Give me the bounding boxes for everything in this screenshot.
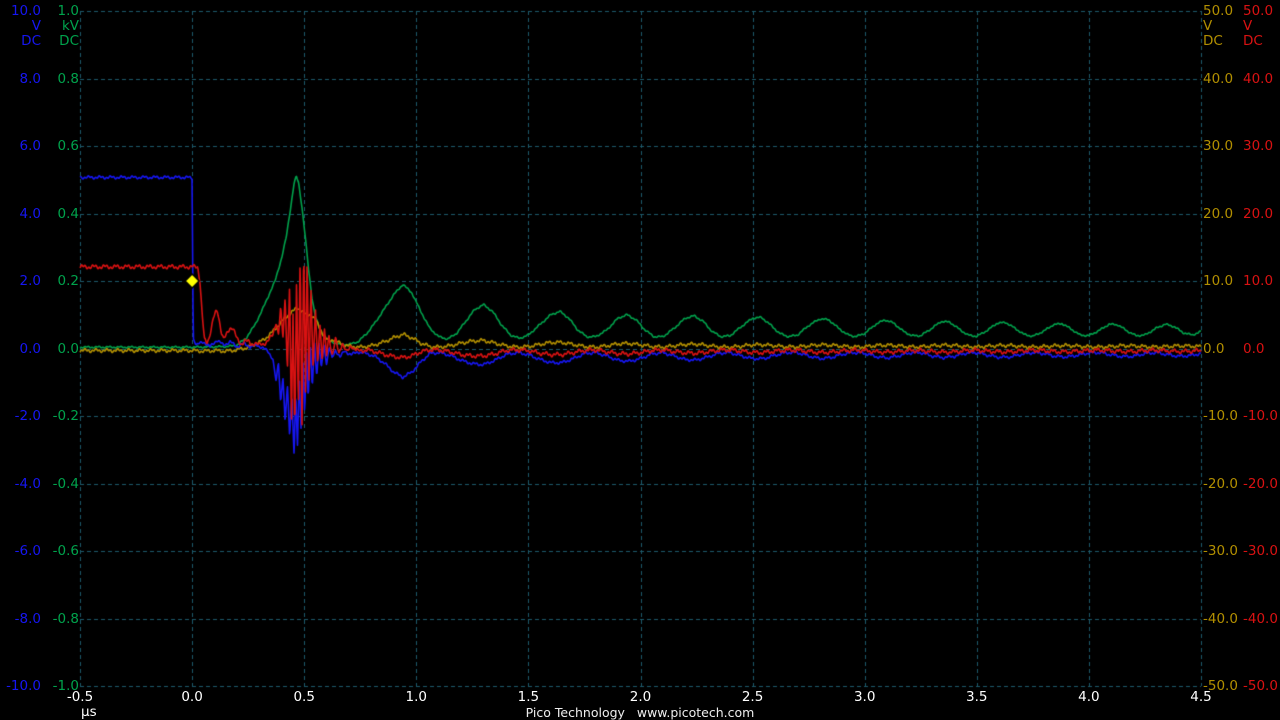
green-channel-axis-tick-label: 1.0 bbox=[57, 3, 79, 19]
green-channel-axis-coupling-label: DC bbox=[59, 33, 79, 49]
green-channel-axis-tick-label: -0.8 bbox=[52, 610, 79, 627]
red-channel-axis-coupling-label: DC bbox=[1243, 33, 1263, 49]
green-channel-axis-tick-label: 0.0 bbox=[57, 340, 79, 357]
x-axis-unit-label: µs bbox=[81, 704, 97, 720]
x-axis-tick-label: -0.5 bbox=[66, 689, 94, 705]
blue-channel-axis-tick-label: 6.0 bbox=[19, 138, 41, 154]
x-axis-tick-label: 2.5 bbox=[741, 689, 764, 705]
blue-channel-axis-unit-label: V bbox=[31, 18, 41, 34]
green-channel-axis-tick-label: -0.4 bbox=[52, 475, 79, 492]
x-axis-tick-label: 2.0 bbox=[629, 689, 652, 705]
blue-channel-axis-tick-label: 8.0 bbox=[19, 70, 41, 87]
yellow-channel-axis-tick-label: 20.0 bbox=[1203, 205, 1234, 222]
blue-channel-axis-tick-label: 2.0 bbox=[19, 273, 41, 289]
x-axis-tick-label: 1.0 bbox=[405, 689, 428, 705]
blue-channel-axis-coupling-label: DC bbox=[21, 33, 41, 49]
blue-channel-axis-tick-label: 4.0 bbox=[19, 205, 41, 222]
blue-channel-axis-tick-label: -2.0 bbox=[14, 408, 41, 424]
green-channel-axis-tick-label: 0.2 bbox=[57, 273, 79, 289]
yellow-channel-axis-tick-label: -40.0 bbox=[1203, 610, 1238, 627]
yellow-channel-axis-tick-label: 0.0 bbox=[1203, 340, 1225, 357]
blue-channel-axis-tick-label: -6.0 bbox=[14, 543, 41, 559]
yellow-channel-axis-tick-label: 40.0 bbox=[1203, 70, 1234, 87]
green-channel-axis-tick-label: 0.8 bbox=[57, 70, 79, 87]
red-channel-axis-tick-label: 20.0 bbox=[1243, 205, 1274, 222]
yellow-channel-axis-tick-label: -50.0 bbox=[1203, 678, 1238, 694]
yellow-channel-axis-unit-label: V bbox=[1203, 18, 1213, 34]
red-channel-axis-tick-label: 40.0 bbox=[1243, 70, 1274, 87]
red-channel-axis-tick-label: -20.0 bbox=[1243, 475, 1278, 492]
footer-branding: Pico Technology www.picotech.com bbox=[0, 706, 1280, 720]
red-channel-axis-tick-label: -50.0 bbox=[1243, 678, 1278, 694]
red-channel-axis-tick-label: -40.0 bbox=[1243, 610, 1278, 627]
x-axis-tick-label: 4.5 bbox=[1190, 689, 1212, 705]
yellow-channel-axis-tick-label: 30.0 bbox=[1203, 138, 1234, 154]
red-channel-axis-tick-label: -30.0 bbox=[1243, 543, 1278, 559]
x-axis-tick-label: 1.5 bbox=[517, 689, 540, 705]
x-axis-tick-label: 3.0 bbox=[853, 689, 876, 705]
blue-channel-axis-tick-label: 0.0 bbox=[19, 340, 41, 357]
green-channel-axis-tick-label: -0.2 bbox=[52, 408, 79, 424]
footer-text: Pico Technology www.picotech.com bbox=[525, 705, 755, 720]
x-axis-tick-label: 4.0 bbox=[1078, 689, 1100, 705]
blue-channel-axis-tick-label: 10.0 bbox=[10, 3, 41, 19]
red-channel-axis-tick-label: 10.0 bbox=[1243, 273, 1274, 289]
yellow-channel-axis-tick-label: 10.0 bbox=[1203, 273, 1234, 289]
yellow-channel-axis-coupling-label: DC bbox=[1203, 33, 1223, 49]
yellow-channel-axis-tick-label: -20.0 bbox=[1203, 475, 1238, 492]
red-channel-axis-tick-label: 30.0 bbox=[1243, 138, 1274, 154]
blue-channel-axis-tick-label: -4.0 bbox=[14, 475, 41, 492]
green-channel-axis-tick-label: 0.6 bbox=[57, 138, 79, 154]
red-channel-axis-tick-label: 50.0 bbox=[1243, 3, 1274, 19]
x-axis-tick-label: 0.5 bbox=[293, 689, 315, 705]
blue-channel-axis-tick-label: -8.0 bbox=[14, 610, 41, 627]
yellow-channel-axis-tick-label: -10.0 bbox=[1203, 408, 1238, 424]
green-channel-axis-tick-label: -1.0 bbox=[52, 678, 79, 694]
green-channel-axis-unit-label: kV bbox=[61, 18, 79, 34]
blue-channel-axis-tick-label: -10.0 bbox=[6, 678, 41, 694]
x-axis-tick-label: 3.5 bbox=[966, 689, 988, 705]
green-channel-axis-tick-label: 0.4 bbox=[57, 205, 79, 222]
red-channel-axis-unit-label: V bbox=[1243, 18, 1253, 34]
x-axis-tick-label: 0.0 bbox=[181, 689, 203, 705]
yellow-channel-axis-tick-label: 50.0 bbox=[1203, 3, 1234, 19]
red-channel-axis-tick-label: -10.0 bbox=[1243, 408, 1278, 424]
green-channel-axis-tick-label: -0.6 bbox=[52, 543, 79, 559]
red-channel-axis-tick-label: 0.0 bbox=[1243, 340, 1265, 357]
yellow-channel-axis-tick-label: -30.0 bbox=[1203, 543, 1238, 559]
